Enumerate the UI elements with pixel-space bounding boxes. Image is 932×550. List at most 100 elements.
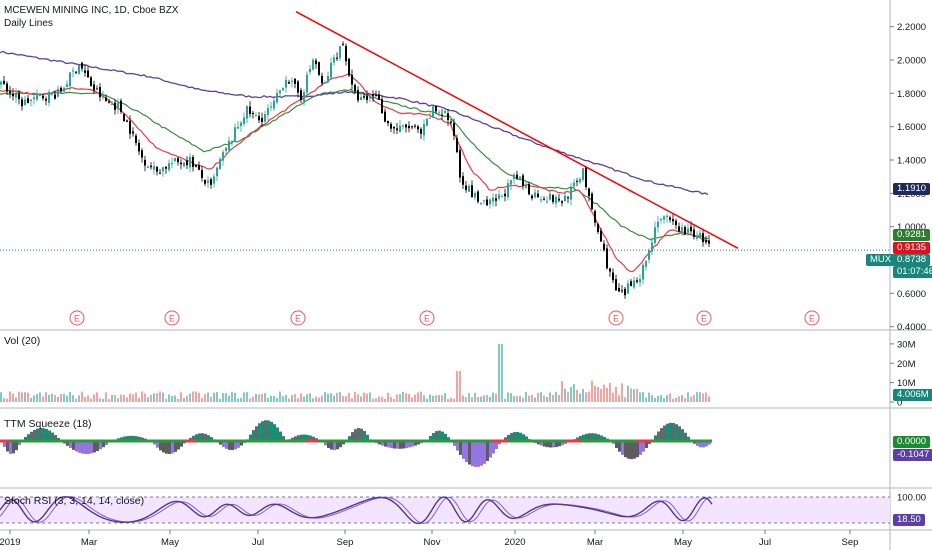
squeeze-bar xyxy=(270,421,273,441)
squeeze-bar xyxy=(414,441,417,446)
volume-bar xyxy=(24,392,26,402)
volume-bar xyxy=(267,397,269,402)
volume-bar xyxy=(546,397,548,402)
sma200-tag: 1.1910 xyxy=(893,183,931,195)
squeeze-bar xyxy=(525,436,528,441)
squeeze-bar xyxy=(519,432,522,441)
candle-body xyxy=(585,166,587,188)
volume-bar xyxy=(558,394,560,402)
squeeze-bar xyxy=(282,436,285,441)
candle-body xyxy=(609,268,611,272)
candle-body xyxy=(615,279,617,291)
volume-bar xyxy=(414,394,416,402)
squeeze-bar xyxy=(81,441,84,454)
candle-body xyxy=(150,165,152,168)
volume-bar xyxy=(657,395,659,402)
squeeze-bar xyxy=(126,436,129,441)
volume-bar xyxy=(165,398,167,402)
candle-body xyxy=(189,156,191,168)
last-price-tag: 0.8738 xyxy=(893,254,931,266)
candle-body xyxy=(468,185,470,192)
squeeze-bar xyxy=(558,441,561,447)
candle-body xyxy=(558,198,560,201)
squeeze-bar xyxy=(132,435,135,441)
squeeze-bar xyxy=(582,434,585,441)
volume-bar xyxy=(261,394,263,402)
candle-body xyxy=(231,141,233,144)
volume-bar xyxy=(81,391,83,402)
volume-bar xyxy=(426,398,428,402)
candle-body xyxy=(453,123,455,136)
volume-bar xyxy=(660,395,662,402)
squeeze-bar xyxy=(477,441,480,467)
x-tick-label: May xyxy=(161,537,179,548)
earnings-marker xyxy=(69,310,85,326)
volume-bar xyxy=(198,392,200,402)
candle-body xyxy=(3,80,5,84)
squeeze-bar xyxy=(303,434,306,441)
squeeze-bar xyxy=(672,423,675,441)
squeeze-bar xyxy=(138,436,141,441)
squeeze-bar xyxy=(162,441,165,453)
candle-body xyxy=(567,197,569,199)
volume-bar xyxy=(615,386,617,402)
volume-bar xyxy=(561,381,563,402)
volume-bar xyxy=(105,392,107,402)
earnings-marker xyxy=(290,310,306,326)
candle-body xyxy=(42,95,44,99)
chart-subtitle: Daily Lines xyxy=(4,18,53,29)
candle-body xyxy=(213,176,215,184)
candle-body xyxy=(561,201,563,203)
candle-body xyxy=(336,57,338,59)
squeeze-bar xyxy=(417,441,420,445)
candle-body xyxy=(651,242,653,252)
squeeze-bar xyxy=(624,441,627,458)
candle-body xyxy=(48,91,50,103)
volume-bar xyxy=(606,387,608,402)
volume-pane[interactable] xyxy=(0,343,710,402)
volume-bar xyxy=(567,391,569,402)
stoch-pane[interactable] xyxy=(0,496,890,525)
squeeze-bar xyxy=(687,436,690,441)
squeeze-bar xyxy=(99,441,102,450)
squeeze-pane[interactable] xyxy=(0,420,712,467)
candle-body xyxy=(147,166,149,168)
candle-body xyxy=(411,126,413,128)
squeeze-bar xyxy=(498,441,501,445)
squeeze-bar xyxy=(156,441,159,448)
candle-body xyxy=(666,215,668,217)
candle-body xyxy=(555,196,557,204)
squeeze-bar xyxy=(645,441,648,448)
candle-body xyxy=(186,160,188,166)
candle-body xyxy=(264,114,266,122)
candle-body xyxy=(306,74,308,93)
squeeze-bar xyxy=(72,441,75,450)
symbol-tag[interactable]: MUX xyxy=(866,254,896,266)
candle-body xyxy=(696,236,698,239)
candle-body xyxy=(384,111,386,122)
candle-body xyxy=(198,165,200,170)
squeeze-bar xyxy=(705,441,708,447)
candle-body xyxy=(594,210,596,223)
volume-bar xyxy=(276,397,278,402)
volume-bar xyxy=(78,395,80,402)
volume-bar xyxy=(441,395,443,402)
squeeze-bar xyxy=(249,434,252,441)
candle-body xyxy=(87,70,89,78)
volume-bar xyxy=(612,392,614,402)
squeeze-bar xyxy=(576,437,579,441)
squeeze-bar xyxy=(384,441,387,447)
candle-body xyxy=(459,149,461,178)
squeeze-bar xyxy=(27,434,30,441)
volume-bar xyxy=(408,393,410,402)
candle-body xyxy=(495,198,497,201)
volume-bar xyxy=(255,394,257,402)
candle-body xyxy=(399,125,401,133)
volume-bar xyxy=(240,397,242,402)
squeeze-bar xyxy=(474,441,477,467)
candle-body xyxy=(588,188,590,196)
volume-bar xyxy=(291,395,293,402)
x-tick-label: 2020 xyxy=(504,537,525,548)
